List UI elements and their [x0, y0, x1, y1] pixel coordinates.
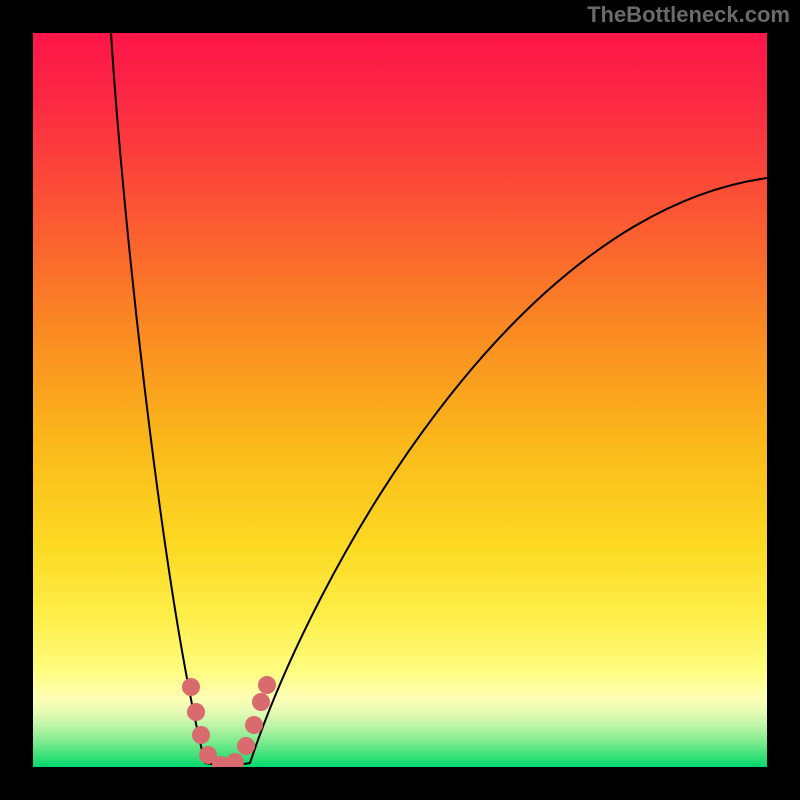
curve-marker [252, 693, 270, 711]
curve-marker [258, 676, 276, 694]
curve-marker [182, 678, 200, 696]
bottleneck-curve [111, 33, 767, 765]
curve-marker [245, 716, 263, 734]
plot-area [33, 33, 767, 767]
curve-marker [192, 726, 210, 744]
curve-marker [187, 703, 205, 721]
curve-marker [226, 753, 244, 767]
curve-layer [33, 33, 767, 767]
watermark-text: TheBottleneck.com [587, 2, 790, 28]
curve-marker [237, 737, 255, 755]
chart-container: TheBottleneck.com [0, 0, 800, 800]
